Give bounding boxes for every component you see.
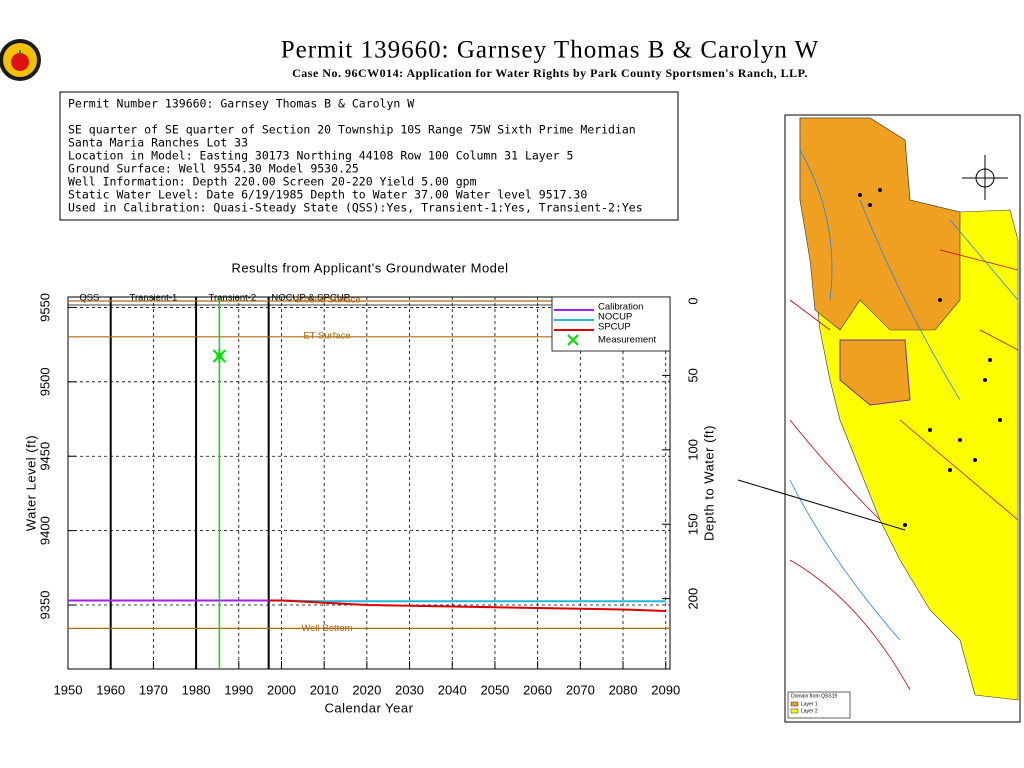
- map-legend-title: Domain from QSS19: [791, 693, 837, 699]
- x-tick-label: 1960: [96, 682, 125, 697]
- legend-label: NOCUP: [598, 312, 632, 323]
- x-axis-label: Calendar Year: [325, 700, 414, 715]
- reference-label: Ground Surface: [293, 295, 360, 306]
- period-label: NOCUP & SPCUP: [271, 293, 349, 304]
- x-tick-label: 1980: [182, 682, 211, 697]
- plot-area: [67, 296, 671, 670]
- x-tick-label: 2080: [609, 682, 638, 697]
- logo: [0, 39, 41, 81]
- map-legend-item: Layer 1: [801, 701, 818, 707]
- x-tick-label: 1970: [139, 682, 168, 697]
- y2-axis-label: Depth to Water (ft): [701, 425, 716, 541]
- chart-title: Results from Applicant's Groundwater Mod…: [231, 260, 508, 275]
- legend-label: Measurement: [598, 335, 656, 346]
- y2-tick-label: 200: [685, 588, 700, 610]
- x-tick-label: 2060: [523, 682, 552, 697]
- legend-label: SPCUP: [598, 322, 631, 333]
- y-tick-label: 9350: [37, 591, 52, 620]
- period-label: QSS: [79, 293, 99, 304]
- info-line: Ground Surface: Well 9554.30 Model 9530.…: [68, 162, 359, 176]
- y-tick-label: 9500: [37, 367, 52, 396]
- y-axis-label: Water Level (ft): [23, 435, 38, 531]
- x-tick-label: 2010: [310, 682, 339, 697]
- page-subtitle: Case No. 96CW014: Application for Water …: [292, 66, 808, 80]
- reference-label: Well Bottom: [301, 623, 352, 634]
- x-tick-label: 2020: [352, 682, 381, 697]
- reference-label: ET Surface: [303, 330, 350, 341]
- info-line: Permit Number 139660: Garnsey Thomas B &…: [68, 97, 414, 111]
- period-label: Transient-2: [209, 293, 257, 304]
- page-title: Permit 139660: Garnsey Thomas B & Caroly…: [281, 37, 820, 64]
- series-line: [268, 599, 666, 603]
- period-label: Transient-1: [130, 293, 178, 304]
- legend-label: Calibration: [598, 302, 643, 313]
- info-line: SE quarter of SE quarter of Section 20 T…: [68, 123, 636, 137]
- pointer-arrow: [737, 479, 906, 531]
- y-tick-label: 9550: [37, 293, 52, 322]
- info-line: Used in Calibration: Quasi-Steady State …: [68, 201, 643, 215]
- map-legend-item: Layer 2: [801, 708, 818, 714]
- info-line: Static Water Level: Date 6/19/1985 Depth…: [68, 188, 587, 202]
- y2-tick-label: 50: [685, 368, 700, 382]
- x-tick-label: 2070: [566, 682, 595, 697]
- info-line: Well Information: Depth 220.00 Screen 20…: [68, 175, 477, 189]
- info-line: Location in Model: Easting 30173 Northin…: [68, 149, 573, 163]
- x-tick-label: 1990: [224, 682, 253, 697]
- legend-swatch: [567, 334, 579, 346]
- x-tick-label: 1950: [54, 682, 83, 697]
- series-line: [268, 599, 666, 612]
- y-tick-label: 9400: [37, 516, 52, 545]
- y-tick-label: 9450: [37, 442, 52, 471]
- x-tick-label: 2000: [267, 682, 296, 697]
- y2-tick-label: 150: [685, 513, 700, 535]
- measurement-marker-core: [216, 353, 223, 360]
- info-line: Santa Maria Ranches Lot 33: [68, 136, 248, 150]
- map: [784, 114, 1021, 723]
- x-tick-label: 2090: [651, 682, 680, 697]
- x-tick-label: 2040: [438, 682, 467, 697]
- y2-tick-label: 0: [685, 297, 700, 304]
- info-box: [59, 91, 679, 221]
- x-tick-label: 2030: [395, 682, 424, 697]
- x-tick-label: 2050: [480, 682, 509, 697]
- y2-tick-label: 100: [685, 439, 700, 461]
